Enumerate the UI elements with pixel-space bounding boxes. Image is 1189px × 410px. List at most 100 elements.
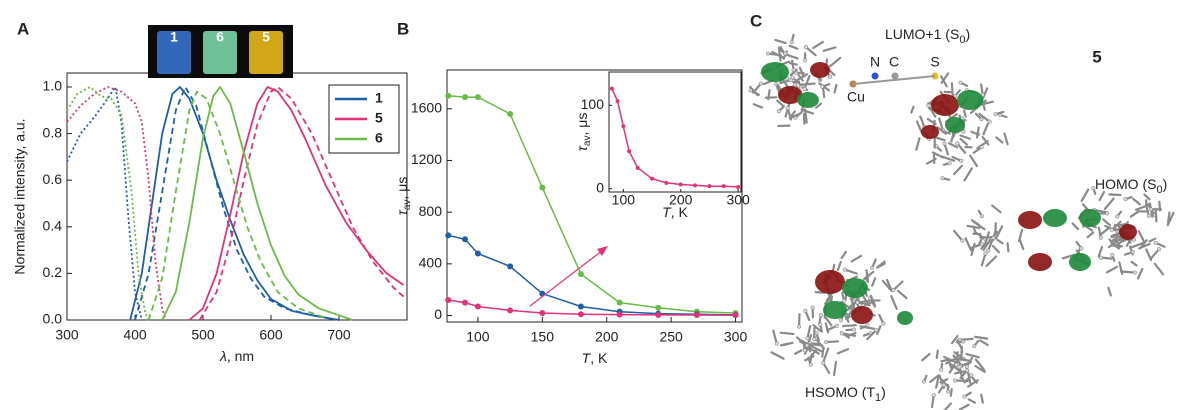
atom — [939, 367, 944, 372]
arrow — [529, 249, 604, 307]
bond — [1137, 267, 1144, 280]
atom — [979, 214, 984, 219]
atom — [926, 103, 931, 108]
atom — [758, 81, 764, 86]
data-point — [474, 303, 481, 310]
data-point — [577, 271, 584, 278]
bond — [943, 402, 952, 410]
atom — [1156, 247, 1162, 252]
bond — [804, 45, 817, 57]
bond — [958, 337, 974, 341]
bond — [840, 250, 847, 260]
orbital-lobe — [810, 62, 830, 78]
atom — [979, 117, 984, 122]
orbital-lobe — [945, 117, 965, 133]
orbital-close: ) — [965, 26, 970, 42]
orbital-lobe — [1119, 224, 1137, 240]
series-line — [448, 234, 736, 316]
panel-label: A — [17, 19, 29, 38]
bond — [960, 345, 964, 360]
bond — [950, 334, 959, 345]
orbital-name: LUMO+1 (S — [885, 26, 959, 42]
bond — [991, 244, 1001, 254]
spectrum-line — [147, 90, 326, 321]
bond — [845, 308, 854, 321]
bond — [829, 56, 842, 68]
atom — [1110, 252, 1115, 258]
bond — [953, 229, 964, 242]
data-point — [655, 311, 662, 318]
bond — [1018, 238, 1025, 251]
data-point — [732, 312, 739, 319]
bond — [1102, 218, 1112, 227]
label-unit: , μs — [394, 177, 410, 200]
y-tick-label: 100 — [581, 96, 605, 112]
bond — [958, 403, 970, 410]
bond — [1110, 241, 1121, 250]
bond — [852, 75, 936, 85]
axis-label: T, K — [582, 350, 608, 366]
panel-label: B — [397, 19, 409, 38]
orbital-lobe — [1028, 253, 1052, 271]
data-point — [462, 299, 469, 306]
bond — [982, 238, 992, 252]
photo-label: 6 — [216, 29, 224, 45]
bond — [980, 393, 984, 404]
x-tick-label: 400 — [123, 327, 147, 343]
atom — [843, 267, 848, 272]
orbital-label: LUMO+1 (S0) — [885, 26, 970, 46]
orbital-lobe — [851, 306, 873, 324]
bond — [1107, 286, 1112, 297]
bond — [1108, 193, 1122, 197]
atom — [942, 141, 947, 146]
orbital-lobe — [815, 270, 845, 294]
spectrum-line — [134, 86, 340, 321]
atom — [960, 238, 965, 243]
bond — [963, 109, 967, 118]
bond — [921, 352, 931, 362]
photo-label: 1 — [170, 29, 178, 45]
vial — [203, 31, 237, 74]
atom — [834, 323, 840, 328]
bond — [965, 353, 980, 359]
bond — [910, 105, 915, 114]
bond — [948, 362, 957, 374]
bond — [954, 357, 971, 362]
bond — [822, 347, 830, 363]
atom — [959, 158, 964, 163]
atom — [1109, 227, 1114, 232]
data-point — [615, 99, 620, 104]
data-point — [445, 232, 452, 239]
atom — [1146, 213, 1151, 218]
data-point — [462, 236, 469, 243]
x-tick-label: 200 — [669, 192, 693, 208]
bond — [1110, 232, 1120, 239]
bond — [850, 254, 862, 263]
bond — [812, 40, 824, 50]
bond — [1130, 241, 1146, 249]
bond — [935, 349, 939, 359]
atom — [972, 344, 977, 349]
data-point — [462, 94, 469, 101]
atom — [855, 300, 860, 305]
label-symbol: λ — [219, 348, 227, 364]
bond — [975, 126, 980, 139]
atom — [841, 298, 846, 303]
bond — [836, 260, 842, 272]
data-point — [693, 183, 698, 188]
y-tick-label: 800 — [419, 203, 443, 219]
x-tick-label: 100 — [466, 329, 490, 345]
bond — [1080, 188, 1090, 203]
data-point — [621, 124, 626, 129]
axis-label: λ, nm — [219, 348, 254, 364]
atom — [802, 348, 807, 353]
bond — [836, 348, 850, 355]
data-point — [474, 94, 481, 101]
x-tick-label: 700 — [327, 327, 351, 343]
atom — [952, 378, 958, 383]
data-point — [539, 184, 546, 191]
bond — [1148, 237, 1157, 243]
bond — [939, 75, 948, 88]
bond — [822, 46, 837, 52]
atom — [940, 176, 945, 181]
